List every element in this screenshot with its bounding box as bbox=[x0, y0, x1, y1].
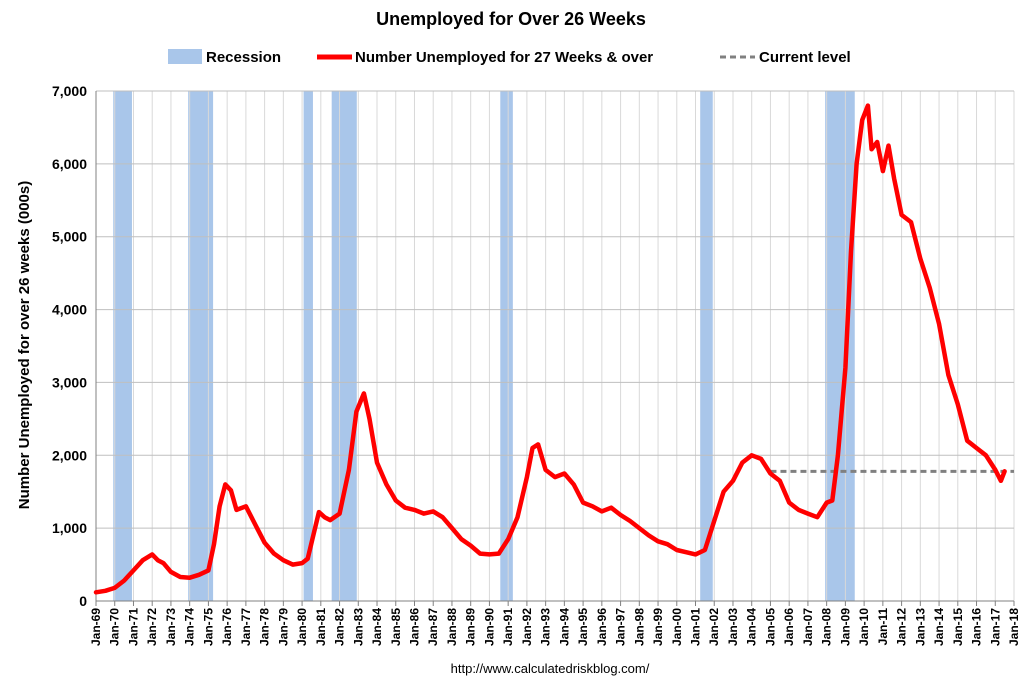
x-tick-label: Jan-09 bbox=[838, 608, 852, 646]
x-tick-label: Jan-02 bbox=[707, 608, 721, 646]
y-tick-label: 2,000 bbox=[52, 447, 87, 463]
x-tick-label: Jan-03 bbox=[726, 608, 740, 646]
x-tick-label: Jan-69 bbox=[89, 608, 103, 646]
recession-bands bbox=[113, 91, 855, 601]
recession-band-5 bbox=[700, 91, 713, 601]
x-tick-label: Jan-01 bbox=[689, 608, 703, 646]
x-tick-label: Jan-15 bbox=[951, 608, 965, 646]
x-tick-label: Jan-72 bbox=[145, 608, 159, 646]
legend: Recession Number Unemployed for 27 Weeks… bbox=[168, 49, 851, 66]
legend-current-label: Current level bbox=[759, 49, 851, 66]
x-tick-label: Jan-06 bbox=[782, 608, 796, 646]
x-tick-label: Jan-87 bbox=[426, 608, 440, 646]
x-tick-label: Jan-16 bbox=[970, 608, 984, 646]
x-tick-label: Jan-07 bbox=[801, 608, 815, 646]
y-tick-label: 3,000 bbox=[52, 374, 87, 390]
x-tick-label: Jan-96 bbox=[595, 608, 609, 646]
x-tick-label: Jan-95 bbox=[576, 608, 590, 646]
chart-title: Unemployed for Over 26 Weeks bbox=[376, 9, 646, 29]
x-tick-label: Jan-92 bbox=[520, 608, 534, 646]
y-tick-label: 4,000 bbox=[52, 302, 87, 318]
x-tick-label: Jan-93 bbox=[539, 608, 553, 646]
x-tick-label: Jan-84 bbox=[370, 608, 384, 646]
y-tick-label: 1,000 bbox=[52, 520, 87, 536]
grid bbox=[95, 90, 1015, 602]
x-tick-label: Jan-99 bbox=[651, 608, 665, 646]
x-tick-label: Jan-78 bbox=[258, 608, 272, 646]
recession-band-0 bbox=[113, 91, 132, 601]
x-tick-label: Jan-97 bbox=[614, 608, 628, 646]
x-tick-label: Jan-10 bbox=[857, 608, 871, 646]
x-tick-label: Jan-18 bbox=[1007, 608, 1021, 646]
x-tick-label: Jan-83 bbox=[351, 608, 365, 646]
x-tick-label: Jan-05 bbox=[763, 608, 777, 646]
y-axis-label: Number Unemployed for over 26 weeks (000… bbox=[16, 181, 33, 509]
recession-band-1 bbox=[188, 91, 214, 601]
y-tick-label: 7,000 bbox=[52, 83, 87, 99]
recession-band-2 bbox=[303, 91, 313, 601]
x-tick-label: Jan-11 bbox=[876, 608, 890, 646]
x-tick-label: Jan-86 bbox=[407, 608, 421, 646]
x-tick-label: Jan-94 bbox=[557, 608, 571, 646]
recession-band-6 bbox=[825, 91, 855, 601]
x-tick-label: Jan-00 bbox=[670, 608, 684, 646]
axes: 0 1,000 2,000 3,000 4,000 5,000 6,000 7,000 Jan-… bbox=[52, 83, 1021, 646]
legend-recession-swatch bbox=[168, 49, 202, 64]
x-tick-label: Jan-98 bbox=[632, 608, 646, 646]
x-tick-label: Jan-90 bbox=[482, 608, 496, 646]
legend-recession-label: Recession bbox=[206, 49, 281, 66]
x-tick-label: Jan-70 bbox=[108, 608, 122, 646]
x-tick-label: Jan-73 bbox=[164, 608, 178, 646]
series-layer bbox=[93, 103, 1014, 595]
recession-band-3 bbox=[331, 91, 357, 601]
x-tick-label: Jan-75 bbox=[201, 608, 215, 646]
x-tick-label: Jan-12 bbox=[895, 608, 909, 646]
y-tick-label: 6,000 bbox=[52, 156, 87, 172]
x-tick-label: Jan-17 bbox=[988, 608, 1002, 646]
series-line-0 bbox=[93, 103, 1007, 595]
source-note: http://www.calculatedriskblog.com/ bbox=[451, 661, 650, 676]
x-tick-label: Jan-88 bbox=[445, 608, 459, 646]
x-tick-label: Jan-82 bbox=[333, 608, 347, 646]
x-tick-label: Jan-80 bbox=[295, 608, 309, 646]
recession-band-4 bbox=[500, 91, 513, 601]
x-tick-label: Jan-81 bbox=[314, 608, 328, 646]
x-tick-label: Jan-91 bbox=[501, 608, 515, 646]
x-tick-label: Jan-74 bbox=[183, 608, 197, 646]
x-tick-label: Jan-85 bbox=[389, 608, 403, 646]
x-tick-label: Jan-13 bbox=[913, 608, 927, 646]
y-tick-label: 5,000 bbox=[52, 229, 87, 245]
x-tick-label: Jan-08 bbox=[820, 608, 834, 646]
x-tick-label: Jan-79 bbox=[276, 608, 290, 646]
legend-series-label: Number Unemployed for 27 Weeks & over bbox=[355, 49, 653, 66]
x-tick-label: Jan-77 bbox=[239, 608, 253, 646]
x-tick-label: Jan-04 bbox=[745, 608, 759, 646]
x-tick-label: Jan-14 bbox=[932, 608, 946, 646]
y-tick-label: 0 bbox=[79, 593, 87, 609]
x-tick-label: Jan-89 bbox=[464, 608, 478, 646]
x-tick-label: Jan-71 bbox=[126, 608, 140, 646]
x-tick-label: Jan-76 bbox=[220, 608, 234, 646]
